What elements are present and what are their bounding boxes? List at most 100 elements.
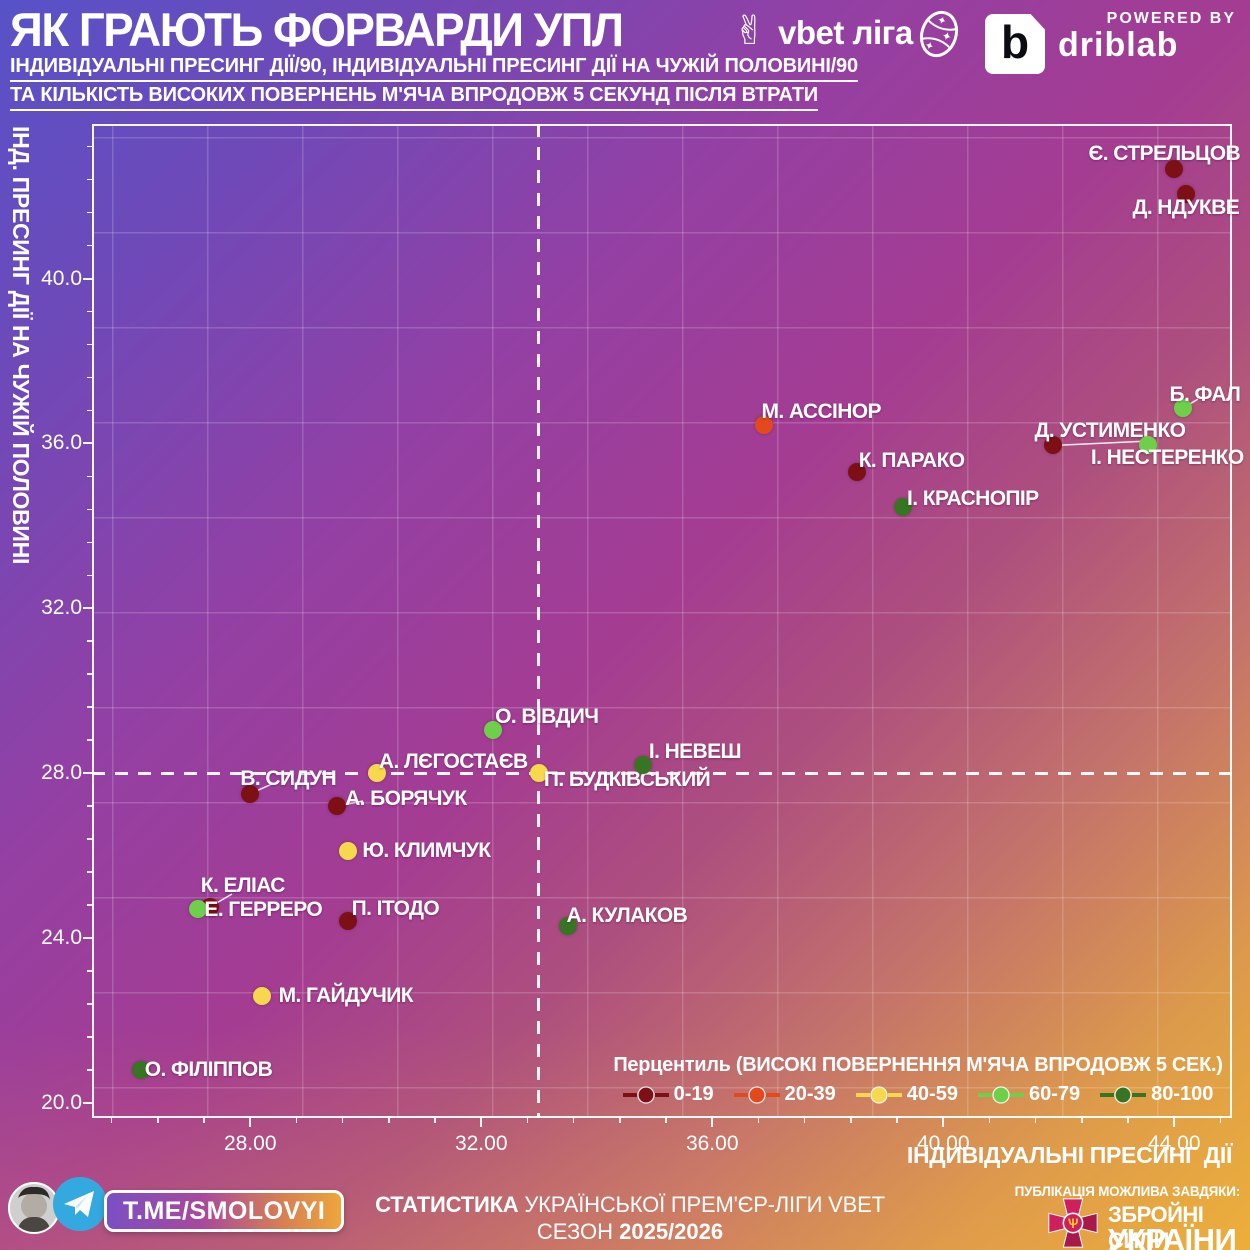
x-minor-tick bbox=[757, 1118, 760, 1123]
legend-title: Перцентиль (ВИСОКІ ПОВЕРНЕННЯ М'ЯЧА ВПРО… bbox=[613, 1054, 1223, 1076]
legend-item: 40-59 bbox=[855, 1083, 958, 1106]
footer-season-line: СЕЗОН 2025/2026 bbox=[350, 1219, 910, 1246]
legend-item-label: 80-100 bbox=[1151, 1083, 1214, 1105]
x-minor-tick bbox=[665, 1118, 667, 1123]
x-minor-tick bbox=[295, 1118, 298, 1123]
svg-text:Ѱ: Ѱ bbox=[1068, 1216, 1079, 1231]
telegram-handle-badge[interactable]: T.ME/SMOLOVYI bbox=[104, 1190, 345, 1232]
y-minor-tick bbox=[87, 310, 92, 313]
x-minor-tick bbox=[157, 1118, 159, 1123]
subtitle-line-1: ІНДИВІДУАЛЬНІ ПРЕСИНГ ДІЇ/90, ІНДИВІДУАЛ… bbox=[10, 55, 858, 82]
x-minor-tick bbox=[1081, 1118, 1083, 1123]
armed-forces-emblem-icon: Ѱ bbox=[1044, 1194, 1102, 1250]
x-minor-tick bbox=[526, 1118, 529, 1123]
data-point bbox=[633, 755, 652, 774]
x-major-tick bbox=[480, 1118, 483, 1127]
y-minor-tick bbox=[87, 904, 92, 906]
y-minor-tick bbox=[87, 706, 92, 708]
author-avatar bbox=[8, 1182, 60, 1239]
legend-item-label: 40-59 bbox=[906, 1083, 958, 1105]
data-point-label: Б. ФАЛ bbox=[1169, 383, 1241, 407]
data-point bbox=[339, 842, 358, 861]
data-point-label: П. БУДКІВСЬКИЙ bbox=[543, 768, 711, 792]
y-minor-tick bbox=[87, 376, 92, 379]
y-minor-tick bbox=[87, 970, 92, 972]
data-point-label: К. ПАРАКО bbox=[858, 449, 965, 473]
y-major-tick bbox=[83, 772, 92, 775]
driblab-brand-name: driblab bbox=[1058, 26, 1179, 64]
svg-text:✦: ✦ bbox=[935, 14, 947, 28]
mean-x-dashed-line bbox=[537, 124, 541, 1118]
y-minor-tick bbox=[87, 145, 92, 148]
y-minor-tick bbox=[87, 1003, 92, 1005]
data-point-label: І. НЕВЕШ bbox=[648, 739, 742, 763]
data-point bbox=[529, 764, 548, 783]
y-tick-label: 32.0 bbox=[41, 596, 82, 620]
legend-item: 20-39 bbox=[733, 1083, 836, 1106]
y-minor-tick bbox=[87, 244, 92, 247]
y-axis-title: ІНД. ПРЕСИНГ ДІЇ НА ЧУЖІЙ ПОЛОВИНІ bbox=[8, 126, 34, 565]
legend-item-label: 60-79 bbox=[1028, 1083, 1081, 1105]
pysanka-ball-icon: ✦ ✦ ✦ bbox=[912, 6, 966, 67]
data-point-label: М. АССІНОР bbox=[761, 399, 881, 423]
x-minor-tick bbox=[434, 1118, 436, 1123]
data-point bbox=[893, 498, 912, 517]
svg-text:✦: ✦ bbox=[923, 39, 935, 53]
legend-marker-icon bbox=[1100, 1085, 1147, 1104]
data-point-label: Д. УСТИМЕНКО bbox=[1034, 419, 1186, 443]
credit-line-2: УКРАЇНИ bbox=[1108, 1222, 1237, 1250]
data-point-label: О. ФІЛІППОВ bbox=[144, 1057, 273, 1081]
data-point-label: О. ВІВДИЧ bbox=[495, 704, 599, 728]
legend-row: 0-19 20-39 40-59 60-79 80-100 bbox=[598, 1083, 1238, 1106]
data-point bbox=[252, 986, 271, 1005]
data-point bbox=[1165, 160, 1184, 179]
data-point bbox=[327, 797, 346, 816]
driblab-logo-icon: b bbox=[985, 14, 1045, 74]
x-major-tick bbox=[711, 1118, 714, 1127]
footer-stats-rest: УКРАЇНСЬКОЇ ПРЕМ'ЄР-ЛІГИ VBET bbox=[518, 1192, 885, 1217]
x-axis-title: ІНДИВІДУАЛЬНІ ПРЕСИНГ ДІЇ bbox=[906, 1142, 1232, 1168]
data-point-label: Є. СТРЕЛЬЦОВ bbox=[1088, 142, 1241, 166]
data-point bbox=[241, 784, 260, 803]
y-minor-tick bbox=[87, 475, 92, 478]
data-point bbox=[131, 1060, 150, 1079]
y-tick-label: 40.0 bbox=[41, 266, 82, 290]
legend-item: 0-19 bbox=[622, 1083, 714, 1106]
y-minor-tick bbox=[87, 640, 92, 642]
data-point bbox=[1176, 185, 1195, 204]
data-point-label: Е. ГЕРРЕРО bbox=[204, 898, 323, 922]
legend-item-label: 0-19 bbox=[673, 1083, 714, 1105]
vbet-liga-logo: vbet ліга bbox=[778, 14, 913, 51]
y-minor-tick bbox=[87, 1036, 92, 1038]
legend-item-label: 20-39 bbox=[784, 1083, 836, 1105]
legend-marker-icon bbox=[733, 1085, 780, 1104]
y-minor-tick bbox=[87, 211, 92, 214]
powered-by-label: POWERED BY bbox=[1106, 10, 1236, 27]
data-point-label: М. ГАЙДУЧИК bbox=[278, 983, 414, 1007]
y-major-tick bbox=[83, 607, 92, 610]
y-major-tick bbox=[83, 936, 92, 939]
data-point bbox=[368, 764, 387, 783]
x-minor-tick bbox=[1034, 1118, 1037, 1123]
data-point bbox=[755, 415, 774, 434]
data-point-label: В. СИДУН bbox=[240, 766, 337, 790]
page-title: ЯК ГРАЮТЬ ФОРВАРДИ УПЛ bbox=[10, 3, 624, 56]
victory-hand-icon: ✌ bbox=[733, 9, 767, 53]
x-tick-label: 40.00 bbox=[916, 1132, 970, 1155]
x-minor-tick bbox=[1219, 1118, 1222, 1123]
data-point-label: А. ЛЄГОСТАЄВ bbox=[378, 750, 528, 774]
y-tick-label: 24.0 bbox=[41, 925, 82, 949]
data-point-label: Ю. КЛИМЧУК bbox=[362, 839, 491, 863]
x-minor-tick bbox=[388, 1118, 390, 1123]
x-minor-tick bbox=[110, 1118, 113, 1123]
y-minor-tick bbox=[87, 574, 92, 576]
x-minor-tick bbox=[341, 1118, 344, 1123]
data-point-label: П. ІТОДО bbox=[351, 897, 440, 921]
data-point bbox=[1043, 436, 1062, 455]
legend-marker-icon bbox=[622, 1085, 669, 1104]
y-tick-label: 36.0 bbox=[41, 431, 82, 455]
data-point bbox=[189, 900, 208, 919]
svg-text:✦: ✦ bbox=[940, 28, 954, 44]
telegram-icon[interactable] bbox=[52, 1176, 108, 1237]
y-major-tick bbox=[83, 1101, 92, 1104]
